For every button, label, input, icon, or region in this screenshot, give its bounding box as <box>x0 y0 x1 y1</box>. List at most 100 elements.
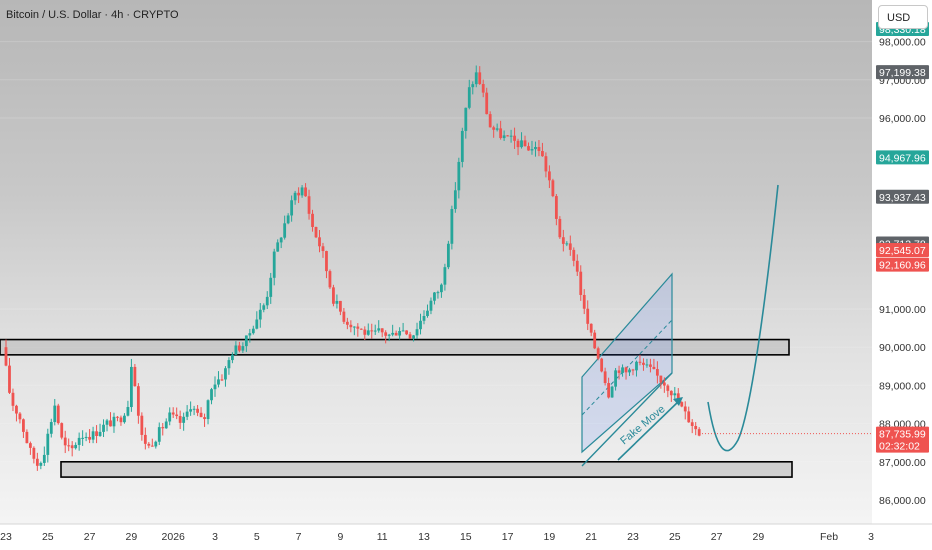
candle-body <box>481 84 485 93</box>
candle-body <box>18 413 22 420</box>
candle-body <box>154 441 158 447</box>
currency-button[interactable]: USD <box>878 5 928 29</box>
candle-body <box>251 328 255 334</box>
candle-body <box>84 436 88 438</box>
candle-body <box>335 300 339 304</box>
candle-body <box>398 331 402 336</box>
candle-body <box>499 128 503 139</box>
candle-body <box>304 187 307 197</box>
candle-body <box>133 366 137 387</box>
price-tick-label: 87,000.00 <box>879 457 926 469</box>
candle-body <box>495 128 499 130</box>
candle-body <box>575 260 579 272</box>
candle-body <box>537 147 541 152</box>
price-badge <box>876 257 929 272</box>
candle-body <box>568 243 572 250</box>
candle-body <box>49 422 53 434</box>
candle-body <box>307 196 311 214</box>
candle-body <box>231 354 234 361</box>
time-tick-label: 9 <box>337 531 343 543</box>
candle-body <box>607 383 611 398</box>
channel-fill <box>581 272 673 454</box>
candle-body <box>185 411 189 417</box>
candle-body <box>506 135 509 137</box>
candle-body <box>655 369 659 376</box>
candle-body <box>551 180 555 197</box>
candle-body <box>534 147 537 150</box>
candle-body <box>248 333 252 336</box>
candle-body <box>624 367 628 373</box>
candle-body <box>401 330 405 332</box>
time-tick-label: 3 <box>212 531 218 543</box>
candle-body <box>175 414 179 417</box>
candle-body <box>370 330 374 332</box>
candle-body <box>631 369 635 371</box>
candle-body <box>649 364 652 367</box>
candle-body <box>91 431 95 440</box>
candle-body <box>366 330 370 335</box>
candle-body <box>325 251 328 272</box>
candle-body <box>234 345 238 355</box>
candle-body <box>412 335 415 339</box>
candle-body <box>42 454 46 463</box>
time-tick-label: 29 <box>126 531 138 543</box>
candle-body <box>492 127 496 130</box>
price-badge <box>876 189 929 204</box>
candle-body <box>182 416 186 423</box>
candle-body <box>349 324 353 328</box>
candle-body <box>143 434 147 444</box>
candle-body <box>485 92 489 115</box>
fake-move-arrow <box>617 399 681 461</box>
candle-body <box>224 368 227 380</box>
candle-body <box>345 321 349 325</box>
candle-body <box>53 405 57 423</box>
candle-body <box>189 409 193 412</box>
price-badge <box>876 65 929 80</box>
candle-body <box>126 407 130 416</box>
candle-body <box>373 330 377 332</box>
time-tick-label: 15 <box>460 531 472 543</box>
candle-body <box>342 311 346 322</box>
price-tick-label: 90,000.00 <box>879 342 926 354</box>
candle-body <box>436 292 440 294</box>
candle-body <box>192 408 196 410</box>
candle-body <box>579 271 583 295</box>
time-tick-label: 21 <box>585 531 597 543</box>
candle-body <box>15 405 18 414</box>
candle-body <box>213 384 217 390</box>
candle-body <box>446 243 450 268</box>
candle-body <box>377 328 381 331</box>
candle-body <box>332 287 335 304</box>
time-tick-label: 2026 <box>162 531 186 543</box>
candle-body <box>276 242 280 252</box>
candle-body <box>614 370 617 387</box>
price-badge-label: 93,937.43 <box>879 192 926 204</box>
candle-body <box>32 447 36 459</box>
candle-body <box>520 140 523 148</box>
candle-body <box>669 390 673 396</box>
candle-body <box>258 309 262 320</box>
candle-body <box>422 316 426 321</box>
candle-body <box>467 87 471 108</box>
candle-body <box>300 187 304 196</box>
price-badge-label: 94,967.96 <box>879 152 926 164</box>
candle-body <box>102 424 105 432</box>
candle-body <box>147 443 151 446</box>
time-tick-label: 27 <box>84 531 96 543</box>
candle-body <box>286 215 290 224</box>
candle-body <box>119 417 123 423</box>
candle-body <box>67 445 71 447</box>
price-tick-label: 98,000.00 <box>879 37 926 49</box>
candle-body <box>516 140 520 148</box>
candle-body <box>384 332 388 336</box>
candles <box>4 65 701 471</box>
candle-body <box>387 334 391 336</box>
candle-body <box>136 386 140 416</box>
candle-body <box>255 319 259 329</box>
candle-body <box>415 329 419 336</box>
candle-body <box>405 330 408 335</box>
candle-body <box>509 135 513 137</box>
price-badge <box>876 150 929 165</box>
